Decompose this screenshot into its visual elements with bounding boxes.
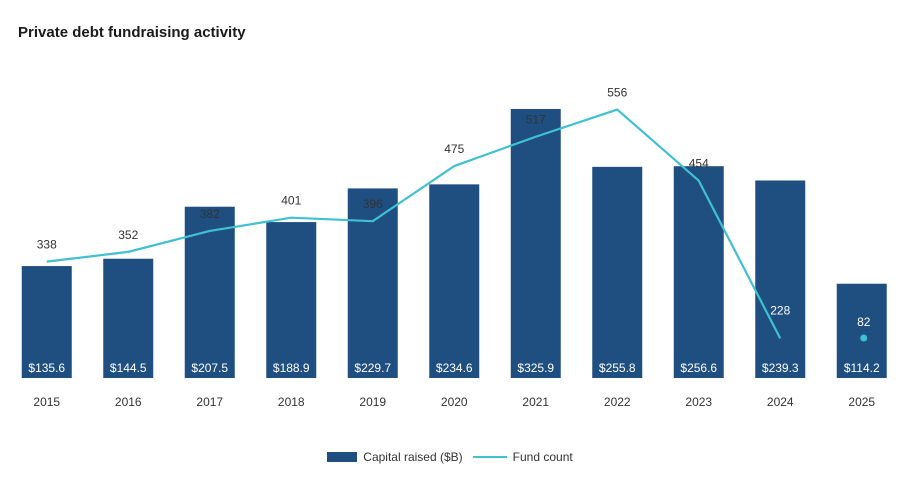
x-tick-label: 2023 [685, 395, 712, 409]
bar-value-label: $234.6 [436, 361, 473, 375]
x-tick-label: 2025 [848, 395, 875, 409]
bar-2015 [21, 266, 72, 378]
legend-swatch-bar [327, 452, 358, 462]
bar-value-label: $188.9 [273, 361, 310, 375]
x-tick-label: 2019 [359, 395, 386, 409]
fund-count-label: 228 [770, 303, 790, 317]
legend-swatch-line [472, 456, 507, 458]
bar-value-label: $135.6 [28, 361, 65, 375]
bar-2023 [673, 166, 724, 378]
legend-item-fund-count: Fund count [472, 450, 573, 464]
fund-count-label: 517 [526, 113, 546, 127]
bar-2019 [347, 188, 398, 378]
fund-count-label: 382 [200, 207, 220, 221]
fund-count-label: 454 [689, 157, 709, 171]
legend-label-capital: Capital raised ($B) [363, 450, 463, 464]
chart-canvas: $135.6 2015 $144.5 2016 $207.5 2017 $188.9 2018… [21, 86, 887, 409]
x-tick-label: 2018 [278, 395, 305, 409]
legend-item-capital: Capital raised ($B) [327, 450, 463, 464]
x-tick-label: 2020 [441, 395, 468, 409]
fund-count-label: 82 [857, 315, 871, 329]
fund-count-label: 556 [607, 86, 627, 100]
x-tick-label: 2015 [33, 395, 60, 409]
bar-value-label: $114.2 [844, 361, 880, 375]
bar-2017 [184, 206, 235, 378]
fund-count-label: 396 [363, 197, 383, 211]
x-tick-label: 2016 [115, 395, 142, 409]
bar-value-label: $239.3 [762, 361, 799, 375]
x-tick-label: 2017 [196, 395, 223, 409]
bar-2025 [836, 283, 887, 378]
bar-2022 [592, 166, 643, 378]
bar-2016 [103, 258, 154, 378]
fund-count-label: 352 [118, 228, 138, 242]
bar-value-label: $229.7 [354, 361, 391, 375]
fund-count-point-2025 [860, 334, 868, 342]
x-tick-label: 2022 [604, 395, 631, 409]
fund-count-label: 401 [281, 194, 301, 208]
fund-count-line [46, 108, 782, 339]
bar-2018 [266, 222, 317, 378]
chart-title: Private debt fundraising activity [18, 24, 246, 41]
bar-value-label: $325.9 [517, 361, 554, 375]
legend-label-fund-count: Fund count [512, 450, 573, 464]
bar-value-label: $207.5 [191, 361, 228, 375]
x-tick-label: 2024 [767, 395, 794, 409]
bar-2021 [510, 109, 561, 378]
bar-2020 [429, 184, 480, 378]
fund-count-label: 338 [37, 238, 57, 252]
chart-legend: Capital raised ($B) Fund count [0, 450, 900, 464]
bar-value-label: $255.8 [599, 361, 636, 375]
x-tick-label: 2021 [522, 395, 549, 409]
bar-value-label: $256.6 [680, 361, 717, 375]
bar-value-label: $144.5 [110, 361, 147, 375]
bar-2024 [755, 180, 806, 378]
fund-count-label: 475 [444, 142, 464, 156]
